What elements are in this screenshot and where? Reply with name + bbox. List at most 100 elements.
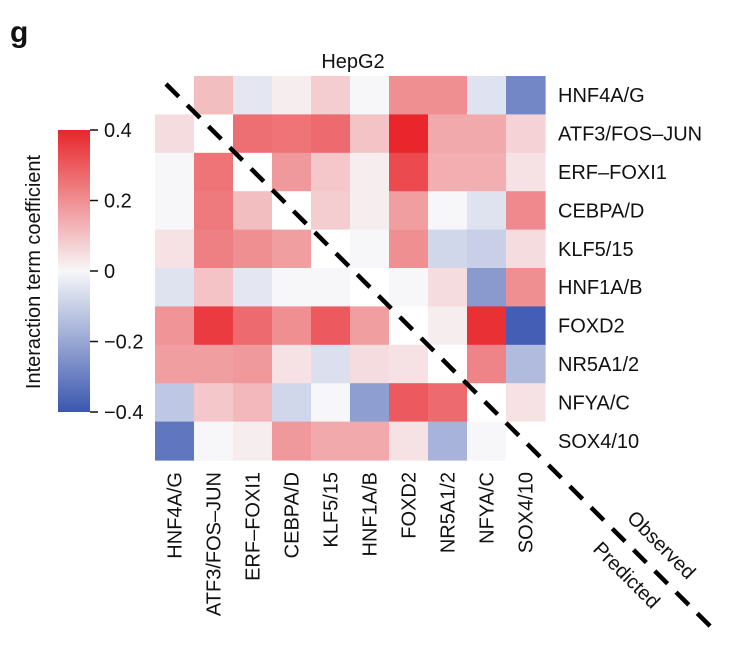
heatmap-cell — [311, 191, 351, 231]
heatmap-cell — [233, 383, 273, 423]
row-label: SOX4/10 — [558, 431, 639, 453]
row-label: ERF–FOXI1 — [558, 162, 667, 184]
heatmap-cell — [233, 76, 273, 115]
column-labels: HNF4A/G ATF3/FOS–JUN ERF–FOXI1 CEBPA/D KLF5/… — [165, 472, 538, 616]
heatmap-cell — [272, 306, 312, 346]
heatmap-cell — [506, 383, 546, 423]
heatmap-cell — [389, 76, 429, 115]
heatmap-cell — [350, 152, 390, 192]
heatmap-cell — [311, 344, 351, 384]
heatmap-cell — [311, 268, 351, 307]
heatmap-cell — [389, 421, 429, 461]
heatmap-cell — [194, 268, 234, 307]
heatmap-cell — [467, 344, 507, 384]
row-label: HNF1A/B — [558, 277, 642, 299]
colorbar-label: Interaction term coefficient — [23, 154, 45, 389]
row-labels: HNF4A/G ATF3/FOS–JUN ERF–FOXI1 CEBPA/D KLF5/… — [558, 85, 702, 453]
heatmap-cell — [389, 114, 429, 154]
heatmap-cell — [506, 229, 546, 269]
heatmap-cell — [389, 191, 429, 231]
heatmap-cell — [467, 229, 507, 269]
row-label: HNF4A/G — [558, 85, 645, 107]
heatmap-cell — [506, 114, 546, 154]
heatmap-cell — [194, 421, 234, 461]
heatmap-cell — [194, 191, 234, 231]
heatmap-cell — [155, 268, 195, 307]
heatmap-cell — [272, 344, 312, 384]
heatmap-cell — [350, 421, 390, 461]
heatmap-cell — [506, 268, 546, 307]
column-label: HNF4A/G — [165, 472, 187, 559]
heatmap-cell — [272, 114, 312, 154]
heatmap-cell — [350, 191, 390, 231]
heatmap-cell — [428, 306, 468, 346]
heatmap-cell — [194, 306, 234, 346]
row-label: ATF3/FOS–JUN — [558, 124, 702, 146]
heatmap-cell — [155, 152, 195, 192]
heatmap-cell — [155, 421, 195, 461]
heatmap-cell — [467, 191, 507, 231]
colorbar-tick-label: 0 — [104, 261, 115, 283]
heatmap-cell — [350, 114, 390, 154]
column-label: CEBPA/D — [282, 472, 304, 558]
heatmap-cell — [467, 114, 507, 154]
heatmap-cell — [389, 344, 429, 384]
colorbar-gradient — [58, 130, 90, 412]
heatmap-cell — [233, 114, 273, 154]
chart-title: HepG2 — [321, 51, 384, 73]
heatmap-cell — [467, 76, 507, 115]
colorbar-tick-label: 0.2 — [104, 191, 132, 213]
heatmap-cell — [233, 344, 273, 384]
heatmap-cell — [272, 421, 312, 461]
heatmap-cell — [506, 306, 546, 346]
panel-label: g — [10, 16, 28, 49]
heatmap-cell — [311, 421, 351, 461]
column-label: NR5A1/2 — [438, 472, 460, 553]
row-label: NFYA/C — [558, 392, 630, 414]
heatmap-cell — [428, 229, 468, 269]
heatmap-cell — [272, 268, 312, 307]
heatmap-cell — [350, 344, 390, 384]
column-label: SOX4/10 — [516, 472, 538, 553]
heatmap-cell — [272, 383, 312, 423]
heatmap-cell — [233, 421, 273, 461]
heatmap-cell — [350, 306, 390, 346]
heatmap-cell — [389, 229, 429, 269]
column-label: NFYA/C — [477, 472, 499, 544]
heatmap-cell — [194, 229, 234, 269]
heatmap-cell — [467, 306, 507, 346]
colorbar-tick-label: 0.4 — [104, 120, 132, 142]
column-label: ATF3/FOS–JUN — [204, 472, 226, 616]
heatmap-cell — [389, 152, 429, 192]
heatmap-cell — [311, 114, 351, 154]
heatmap-cell — [194, 152, 234, 192]
heatmap-cell — [506, 344, 546, 384]
heatmap-cell — [467, 421, 507, 461]
heatmap-cell — [155, 306, 195, 346]
colorbar-tick-label: −0.4 — [104, 402, 143, 424]
row-label: FOXD2 — [558, 316, 625, 338]
heatmap-cell — [428, 383, 468, 423]
heatmap-cell — [428, 152, 468, 192]
heatmap-cell — [311, 152, 351, 192]
column-label: HNF1A/B — [360, 472, 382, 556]
heatmap-cell — [272, 229, 312, 269]
heatmap-cell — [272, 76, 312, 115]
heatmap-cell — [428, 268, 468, 307]
heatmap-cell — [428, 114, 468, 154]
heatmap-cell — [233, 229, 273, 269]
colorbar-tick-label: −0.2 — [104, 332, 143, 354]
heatmap-cell — [194, 76, 234, 115]
heatmap-cell — [506, 152, 546, 192]
heatmap-cell — [233, 191, 273, 231]
heatmap-cell — [233, 268, 273, 307]
heatmap — [155, 76, 546, 461]
heatmap-cell — [389, 268, 429, 307]
heatmap-cell — [311, 383, 351, 423]
heatmap-cell — [311, 76, 351, 115]
heatmap-cell — [155, 114, 195, 154]
heatmap-cell — [467, 268, 507, 307]
heatmap-cell — [428, 421, 468, 461]
row-label: NR5A1/2 — [558, 354, 639, 376]
